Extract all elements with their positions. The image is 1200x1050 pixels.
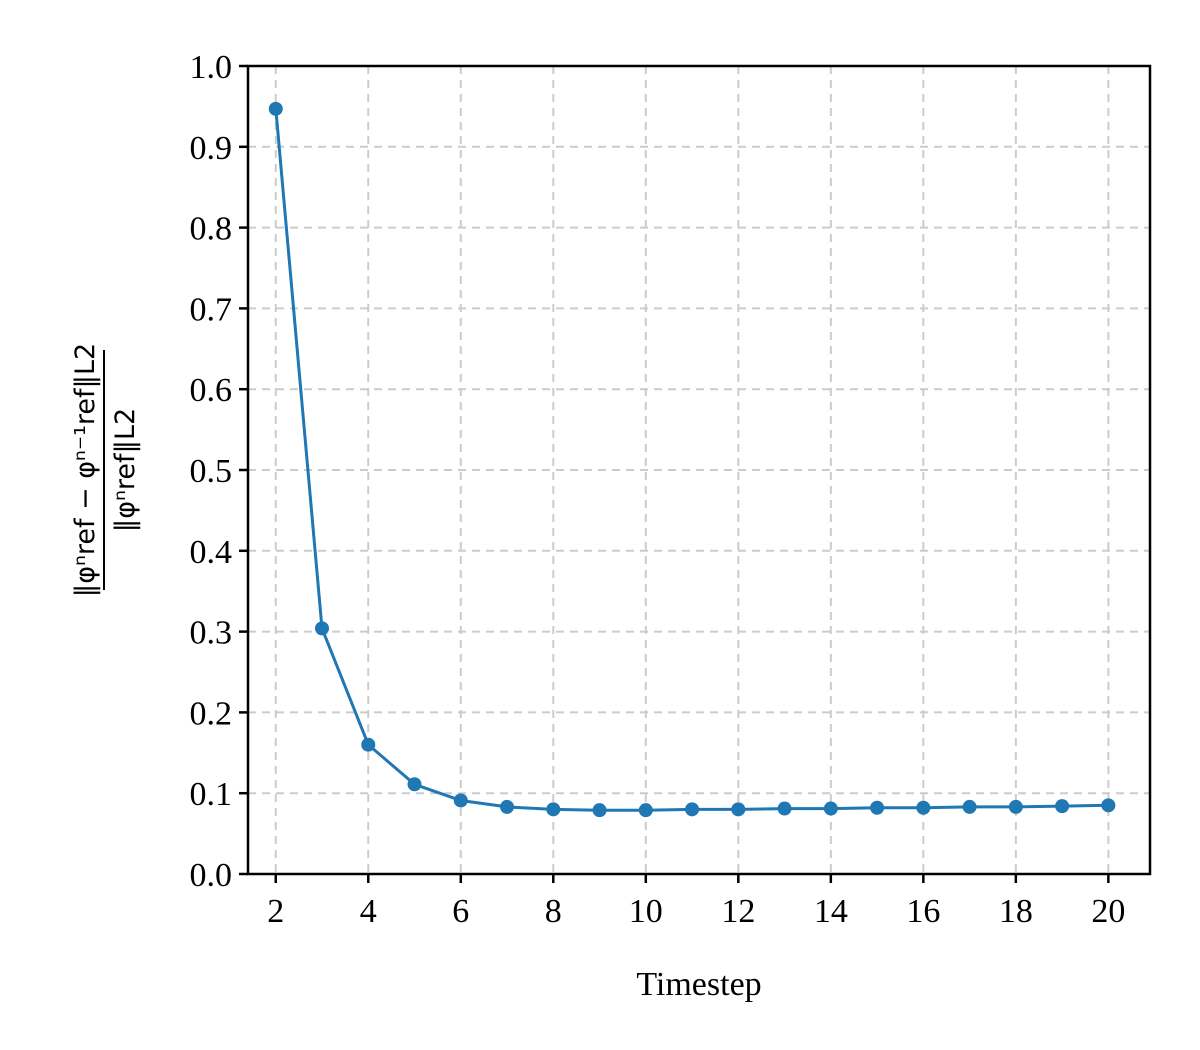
tick-labels: 2 4 6 8 10 12 14 16 18 20 0.0 0.1 0.2 0.3 0.4 0.5 0.6 0.7… bbox=[190, 49, 1126, 930]
y-axis-label-denominator: ‖φⁿref‖L2 bbox=[110, 408, 141, 532]
y-tick-label: 1.0 bbox=[190, 49, 233, 86]
x-tick-label: 2 bbox=[267, 893, 284, 930]
x-tick-label: 14 bbox=[814, 893, 848, 930]
data-point bbox=[592, 803, 607, 818]
data-point bbox=[823, 801, 838, 816]
data-point bbox=[315, 621, 330, 636]
ticks bbox=[239, 64, 1110, 883]
x-axis-label: Timestep bbox=[636, 966, 761, 1003]
data-point bbox=[916, 800, 931, 815]
data-point bbox=[546, 802, 561, 817]
x-tick-label: 16 bbox=[906, 893, 940, 930]
y-tick-label: 0.8 bbox=[190, 211, 233, 248]
y-tick-label: 0.2 bbox=[190, 695, 233, 732]
series-line bbox=[274, 108, 1109, 812]
y-tick-label: 0.0 bbox=[190, 857, 233, 894]
data-point bbox=[500, 799, 515, 814]
y-axis-label-numerator: ‖φⁿref − φⁿ⁻¹ref‖L2 bbox=[70, 343, 101, 597]
data-point bbox=[731, 802, 746, 817]
y-axis-label: ‖φⁿref − φⁿ⁻¹ref‖L2 ‖φⁿref‖L2 bbox=[70, 343, 141, 597]
data-point bbox=[1101, 798, 1116, 813]
data-point bbox=[453, 793, 468, 808]
x-tick-label: 10 bbox=[629, 893, 663, 930]
y-tick-label: 0.1 bbox=[190, 776, 233, 813]
data-point bbox=[268, 101, 283, 116]
x-tick-label: 20 bbox=[1091, 893, 1125, 930]
data-point bbox=[870, 800, 885, 815]
x-tick-label: 4 bbox=[360, 893, 377, 930]
y-tick-label: 0.3 bbox=[190, 615, 233, 652]
data-point bbox=[361, 737, 376, 752]
data-point bbox=[1008, 799, 1023, 814]
series-layer bbox=[268, 101, 1116, 818]
y-tick-label: 0.4 bbox=[190, 534, 233, 571]
y-tick-label: 0.5 bbox=[190, 453, 233, 490]
x-tick-label: 8 bbox=[545, 893, 562, 930]
x-tick-label: 6 bbox=[452, 893, 469, 930]
data-point bbox=[1055, 799, 1070, 814]
data-point bbox=[962, 799, 977, 814]
grid bbox=[248, 66, 1150, 874]
data-point bbox=[777, 801, 792, 816]
x-tick-label: 12 bbox=[721, 893, 755, 930]
data-point bbox=[407, 777, 422, 792]
data-point bbox=[638, 803, 653, 818]
y-tick-label: 0.7 bbox=[190, 291, 233, 328]
data-point bbox=[685, 802, 700, 817]
x-tick-label: 18 bbox=[999, 893, 1033, 930]
y-tick-label: 0.9 bbox=[190, 130, 233, 167]
y-tick-label: 0.6 bbox=[190, 372, 233, 409]
